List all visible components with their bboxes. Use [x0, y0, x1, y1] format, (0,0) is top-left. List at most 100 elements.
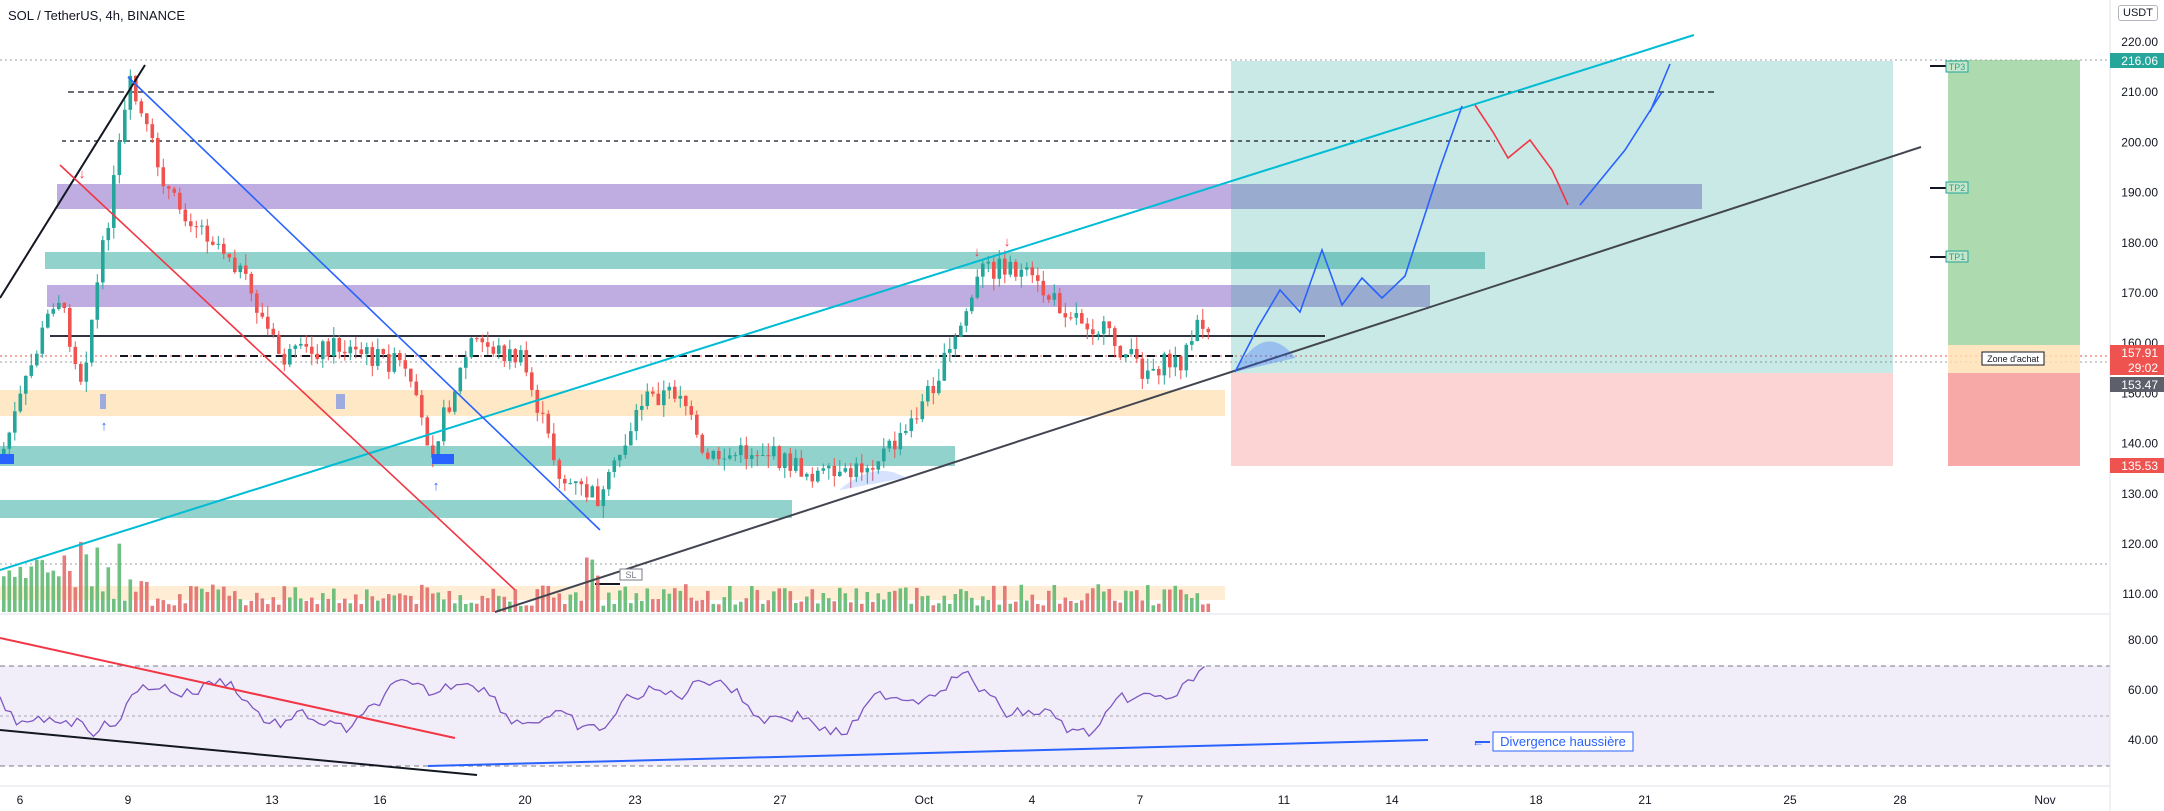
price-tick: 170.00 [2121, 286, 2158, 300]
volume-bar [414, 604, 419, 612]
volume-bar [959, 589, 963, 612]
currency-badge[interactable]: USDT [2118, 5, 2158, 21]
candle-body [893, 440, 897, 450]
candle-body [986, 261, 991, 264]
trendline-channel[interactable] [0, 34, 1695, 571]
volume-bar [7, 570, 12, 612]
candle-body [1003, 258, 1007, 275]
price-tick: 130.00 [2121, 487, 2158, 501]
volume-bar [18, 566, 23, 612]
trendline-black-up[interactable] [0, 64, 146, 299]
candle-body [948, 349, 952, 353]
rsi-tick: 60.00 [2128, 683, 2158, 697]
long-position-stop[interactable] [1231, 373, 1893, 466]
time-tick: 21 [1638, 793, 1652, 807]
candle-body [1063, 313, 1068, 318]
candle-body [849, 468, 853, 478]
volume-bar [607, 592, 611, 612]
volume-bar [491, 588, 496, 612]
candle-body [1096, 333, 1101, 335]
candle-body [865, 468, 870, 473]
candle-body [959, 325, 963, 337]
trendline-support[interactable] [494, 146, 1922, 613]
rsi-trendline-black[interactable] [0, 729, 478, 776]
volume-bar [332, 588, 336, 612]
candle-body [211, 241, 215, 245]
volume-bar [447, 591, 452, 612]
volume-bar [761, 603, 765, 612]
tp2-label: TP2 [1949, 183, 1966, 193]
trendline-red-down[interactable] [59, 164, 516, 591]
candle-body [348, 346, 353, 354]
volume-bar [376, 600, 380, 612]
candle-body [700, 434, 705, 453]
volume-bar [843, 593, 848, 612]
candle-body [233, 257, 237, 273]
price-tag-label: 216.06 [2121, 54, 2158, 68]
candle-body [35, 353, 39, 366]
volume-bar [216, 589, 221, 612]
candle-body [178, 192, 182, 210]
volume-bar [117, 543, 122, 612]
candle-body [579, 481, 584, 485]
trendline-blue-down[interactable] [127, 76, 601, 531]
volume-bar [249, 600, 254, 612]
candle-body [755, 455, 760, 457]
candle-body [1173, 356, 1178, 368]
long-position-target[interactable] [1231, 61, 1893, 373]
volume-bar [398, 593, 402, 612]
volume-bar [1069, 601, 1073, 612]
candle-body [942, 352, 947, 381]
zone-purple-2 [47, 285, 1430, 307]
volume-bar [1014, 601, 1018, 612]
candle-body [783, 453, 787, 468]
candlestick-series [2, 69, 1211, 519]
volume-bar [640, 600, 644, 612]
volume-bar [623, 586, 628, 612]
volume-bar [244, 605, 248, 612]
volume-bar [1173, 585, 1178, 612]
rsi-trendline-blue[interactable] [427, 739, 1429, 767]
candle-body [321, 341, 325, 360]
candle-body [161, 167, 166, 187]
rsi-trendline-red[interactable] [0, 637, 456, 739]
volume-bar [359, 604, 364, 612]
candle-body [271, 328, 276, 335]
volume-bar [563, 603, 567, 612]
candle-body [810, 473, 815, 482]
candle-body [7, 432, 12, 449]
volume-bar [178, 594, 182, 612]
candle-body [145, 113, 149, 125]
volume-bar [887, 591, 892, 612]
time-axis[interactable]: 6 9 13 16 20 23 27 Oct 4 7 11 14 18 21 25 28 Nov [17, 793, 2056, 807]
candle-body [1074, 313, 1079, 318]
volume-bar [568, 594, 573, 612]
volume-bar [321, 593, 325, 612]
candle-body [739, 445, 743, 456]
candle-body [678, 395, 683, 399]
volume-bar [1140, 600, 1145, 612]
candle-body [761, 455, 765, 457]
volume-bar [1129, 591, 1134, 612]
candle-body [645, 391, 650, 406]
volume-bar [1058, 603, 1062, 612]
volume-bar [810, 589, 815, 612]
price-axis[interactable]: 220.00210.00200.00190.00180.00170.00160.… [2109, 0, 2164, 811]
candle-body [376, 349, 380, 366]
volume-bar [530, 605, 534, 612]
volume-bar [475, 603, 479, 612]
volume-bar [876, 593, 881, 612]
candle-body [898, 432, 903, 450]
volume-bar [667, 593, 672, 612]
arrow-down-icon: ↓ [1004, 234, 1011, 249]
volume-bar [519, 605, 523, 612]
buy-zone-label: Zone d'achat [1987, 354, 2039, 364]
volume-bar [1184, 594, 1189, 612]
candle-body [662, 390, 666, 406]
volume-bar [1146, 585, 1150, 612]
time-tick: Oct [915, 793, 934, 807]
candle-body [574, 481, 578, 484]
volume-bar [150, 605, 155, 612]
candle-body [1107, 321, 1112, 329]
